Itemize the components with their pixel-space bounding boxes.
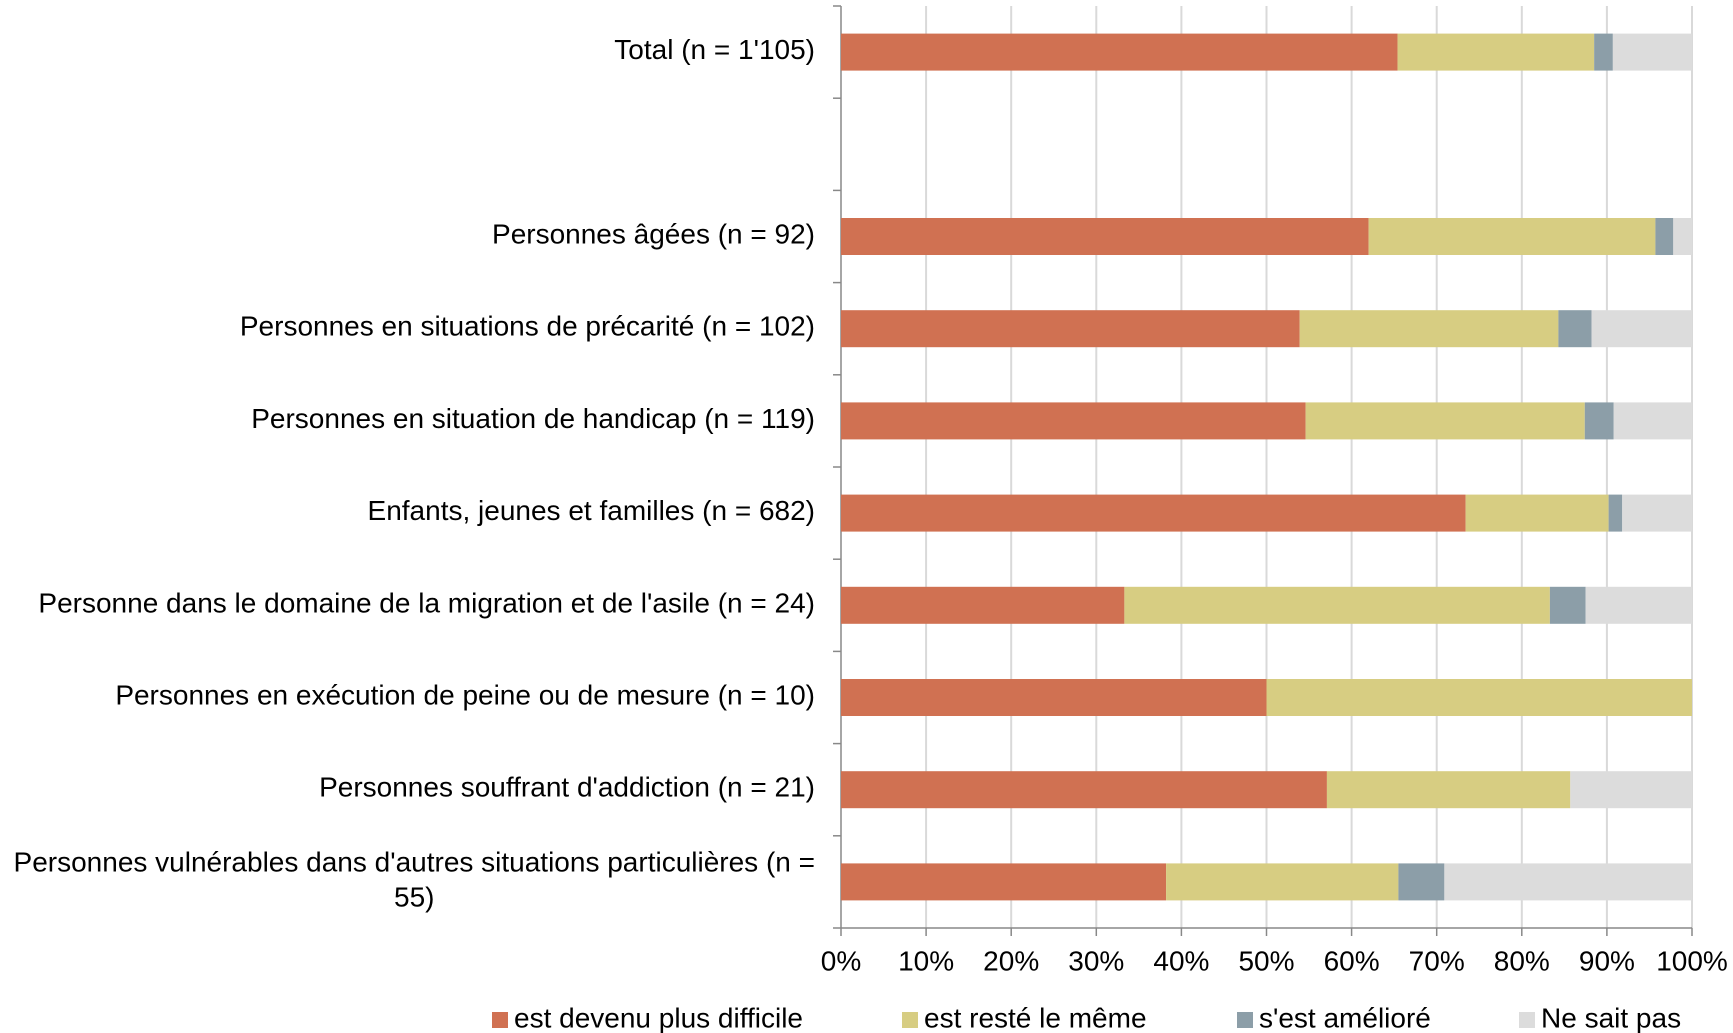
bar-segment <box>1558 310 1592 348</box>
legend-label: s'est amélioré <box>1259 1002 1431 1033</box>
legend-label: est devenu plus difficile <box>514 1002 803 1033</box>
bar-segment <box>1465 494 1609 532</box>
x-tick-label: 90% <box>1579 945 1635 976</box>
x-tick-label: 30% <box>1068 945 1124 976</box>
bar-segment <box>841 863 1167 901</box>
bar-segment <box>1326 771 1571 809</box>
bar-segment <box>1397 33 1595 71</box>
bar-segment <box>1608 494 1623 532</box>
bar-segment <box>841 586 1125 624</box>
bar-segment <box>1444 863 1692 901</box>
y-tick-label: Personnes souffrant d'addiction (n = 21) <box>319 772 815 803</box>
legend-swatch <box>1519 1012 1535 1028</box>
bar-segment <box>841 218 1369 255</box>
y-tick-label: Personnes âgées (n = 92) <box>492 219 815 250</box>
x-tick-label: 60% <box>1324 945 1380 976</box>
bar-segment <box>1570 771 1692 809</box>
bar-segment <box>1266 679 1692 716</box>
label-line: Personnes en situation de handicap (n = … <box>251 403 815 434</box>
bar-segment <box>1655 218 1674 255</box>
y-tick-label: Personnes en situation de handicap (n = … <box>251 403 815 434</box>
x-tick-label: 50% <box>1238 945 1294 976</box>
legend-swatch <box>902 1012 918 1028</box>
bar-segment <box>1591 310 1692 348</box>
legend-label: est resté le même <box>924 1002 1147 1033</box>
x-tick-label: 40% <box>1153 945 1209 976</box>
bar-segment <box>1594 33 1613 71</box>
label-line: Personnes en situations de précarité (n … <box>240 311 815 342</box>
y-tick-label: Personne dans le domaine de la migration… <box>38 588 815 619</box>
x-tick-label: 70% <box>1409 945 1465 976</box>
bar-segment <box>1549 586 1586 624</box>
bar-segment <box>841 679 1267 716</box>
y-tick-label: Personnes en exécution de peine ou de me… <box>115 680 815 711</box>
x-tick-label: 100% <box>1656 945 1728 976</box>
bar-segment <box>1613 402 1692 440</box>
x-tick-label: 0% <box>821 945 861 976</box>
bar-segment <box>1166 863 1399 901</box>
bar-segment <box>1622 494 1692 532</box>
label-line: Personnes en exécution de peine ou de me… <box>115 680 815 711</box>
label-line: Personnes vulnérables dans d'autres situ… <box>14 847 815 878</box>
legend-swatch <box>1237 1012 1253 1028</box>
legend-swatch <box>492 1012 508 1028</box>
bar-segment <box>841 402 1306 440</box>
bar-segment <box>1124 586 1550 624</box>
bar-segment <box>1673 218 1692 255</box>
bar-segment <box>841 33 1398 71</box>
y-tick-label: Enfants, jeunes et familles (n = 682) <box>368 495 815 526</box>
label-line: 55) <box>394 882 434 913</box>
bar-segment <box>841 310 1300 348</box>
y-tick-label: Personnes en situations de précarité (n … <box>240 311 815 342</box>
label-line: Personne dans le domaine de la migration… <box>38 588 815 619</box>
legend-label: Ne sait pas <box>1541 1002 1681 1033</box>
bar-segment <box>1398 863 1445 901</box>
x-tick-label: 80% <box>1494 945 1550 976</box>
x-tick-label: 10% <box>898 945 954 976</box>
label-line: Personnes souffrant d'addiction (n = 21) <box>319 772 815 803</box>
bar-segment <box>1305 402 1585 440</box>
bar-segment <box>1299 310 1559 348</box>
label-line: Total (n = 1'105) <box>614 34 815 65</box>
label-line: Personnes âgées (n = 92) <box>492 219 815 250</box>
label-line: Enfants, jeunes et familles (n = 682) <box>368 495 815 526</box>
bar-segment <box>841 494 1466 532</box>
bar-segment <box>841 771 1327 809</box>
x-tick-label: 20% <box>983 945 1039 976</box>
bar-segment <box>1368 218 1656 255</box>
bar-segment <box>1584 402 1614 440</box>
bar-segment <box>1585 586 1692 624</box>
bar-segment <box>1612 33 1692 71</box>
y-tick-label: Personnes vulnérables dans d'autres situ… <box>14 847 815 913</box>
y-tick-label: Total (n = 1'105) <box>614 34 815 65</box>
